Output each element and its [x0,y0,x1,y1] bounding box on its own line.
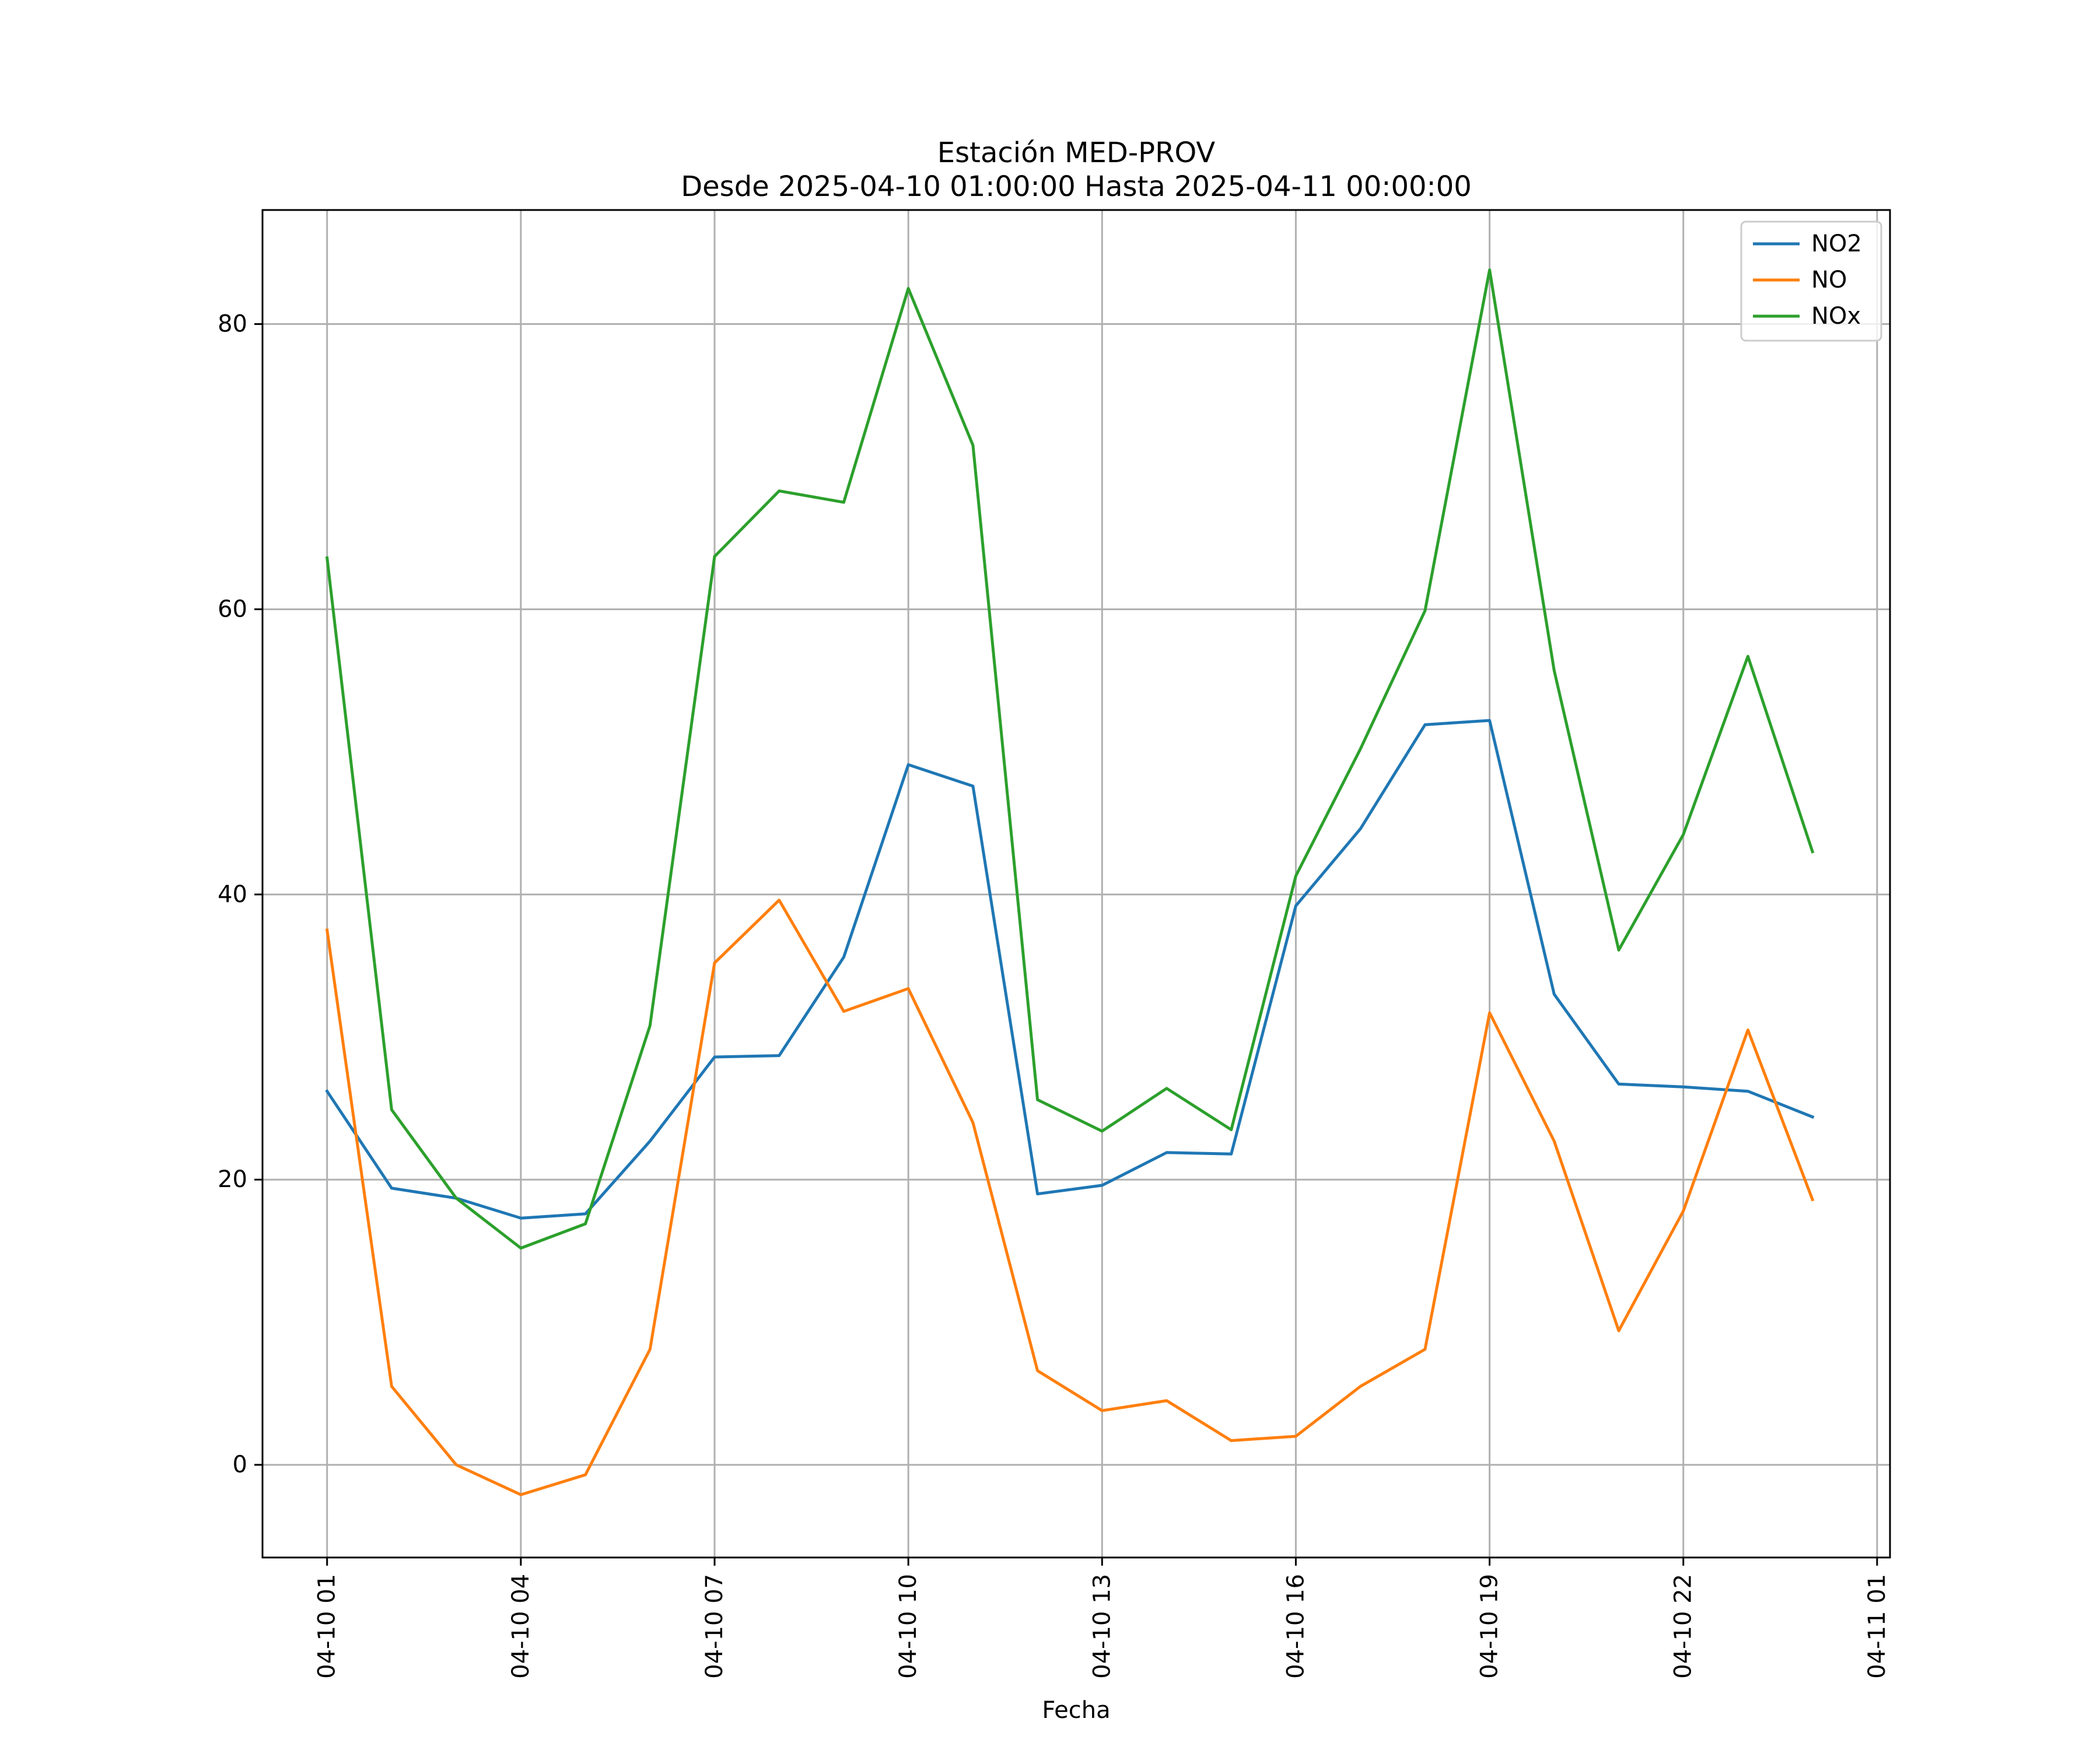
series-line-no2 [325,719,1815,1220]
x-tick-label: 04-10 10 [895,1574,922,1679]
y-tick-label: 20 [218,1166,247,1193]
x-tick-label: 04-10 16 [1282,1574,1309,1679]
legend-label-no2: NO2 [1811,230,1862,257]
chart-title: Estación MED-PROV [937,136,1216,169]
plot-frame [261,209,1891,1559]
legend: NO2 NO NOx [1740,220,1882,342]
y-tick-label: 0 [233,1451,247,1478]
series-line-no [325,898,1815,1496]
plot-area [262,210,1890,1558]
series-line-nox [325,268,1815,1250]
legend-label-nox: NOx [1811,303,1861,330]
x-tick-label: 04-10 22 [1670,1574,1697,1679]
y-tick-label: 40 [218,881,247,908]
chart-subtitle: Desde 2025-04-10 01:00:00 Hasta 2025-04-… [681,170,1472,203]
x-tick-label: 04-10 07 [701,1574,728,1679]
x-tick-label: 04-10 13 [1088,1574,1115,1679]
x-axis-label: Fecha [1042,1697,1110,1724]
legend-box [1740,220,1882,342]
y-tick-label: 60 [218,596,247,622]
legend-label-no: NO [1811,267,1847,293]
x-tick-label: 04-10 01 [314,1574,341,1679]
series-lines [325,268,1815,1496]
x-tick-label: 04-10 04 [508,1574,534,1679]
axis-ticks: 04-10 01 04-10 04 04-10 07 04-10 10 04-10 13… [218,311,1891,1679]
x-tick-label: 04-10 19 [1476,1574,1503,1679]
x-tick-label: 04-11 01 [1864,1574,1891,1679]
grid-lines [262,210,1890,1558]
y-tick-label: 80 [218,311,247,338]
